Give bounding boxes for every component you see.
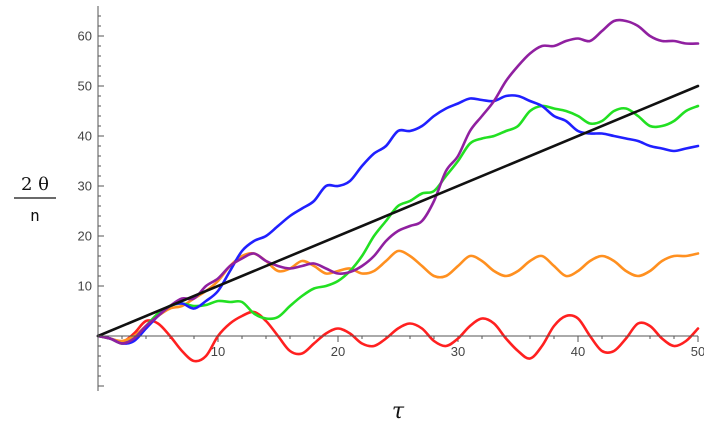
series-line-6 <box>96 84 700 338</box>
x-tick-label: 10 <box>211 344 225 359</box>
y-axis-ticks: 10 20 30 40 50 60 <box>78 15 104 387</box>
x-tick-label: 50 <box>691 344 704 359</box>
y-tick-label: 60 <box>78 29 92 44</box>
series-layer <box>96 18 700 363</box>
y-axis-label-numerator: 2 θ <box>21 174 49 195</box>
series-line-1 <box>96 310 700 363</box>
x-tick-label: 20 <box>331 344 345 359</box>
x-tick-label: 40 <box>571 344 585 359</box>
y-axis-label-denominator: n <box>30 206 40 225</box>
y-tick-label: 50 <box>78 79 92 94</box>
y-tick-label: 10 <box>78 279 92 294</box>
y-tick-label: 40 <box>78 129 92 144</box>
series-line-5 <box>96 18 700 345</box>
series-line-3 <box>96 104 700 345</box>
series-line-4 <box>96 94 700 345</box>
y-tick-label: 30 <box>78 179 92 194</box>
x-axis-label: τ <box>392 399 405 423</box>
y-axis-label: 2 θ n <box>14 174 56 225</box>
x-axis-ticks: 10 20 30 40 50 <box>97 336 704 359</box>
y-tick-label: 20 <box>78 229 92 244</box>
x-tick-label: 30 <box>451 344 465 359</box>
